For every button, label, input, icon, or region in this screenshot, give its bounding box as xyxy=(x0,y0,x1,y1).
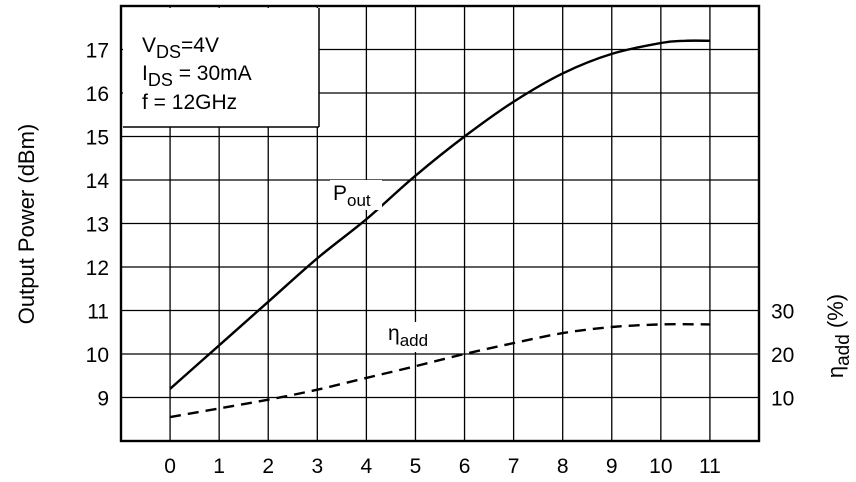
y-tick-label: 10 xyxy=(86,344,109,367)
info-box xyxy=(123,8,319,127)
y-tick-label: 16 xyxy=(86,83,109,106)
x-tick-label: 9 xyxy=(606,455,618,478)
y2-tick-label: 20 xyxy=(771,344,794,367)
pout-label-bg xyxy=(330,180,382,210)
grid xyxy=(121,6,759,441)
y-tick-label: 12 xyxy=(86,257,109,280)
y-tick-label: 11 xyxy=(87,301,109,324)
y-tick-label: 13 xyxy=(86,214,109,237)
y-tick-label: 14 xyxy=(86,170,110,193)
series-line-eta xyxy=(169,323,710,419)
annotation-vds: VDS=4V xyxy=(142,34,219,62)
x-tick-label: 11 xyxy=(699,455,721,478)
y-tick-labels: 9 10 11 12 13 14 15 16 17 xyxy=(86,40,110,411)
series-line-pout xyxy=(169,39,710,390)
x-tick-label: 8 xyxy=(557,455,569,478)
annotation-ids: IDS = 30mA xyxy=(142,62,252,90)
x-tick-label: 4 xyxy=(361,455,373,478)
x-tick-label: 10 xyxy=(649,455,672,478)
x-tick-label: 1 xyxy=(213,455,225,478)
y2-tick-label: 30 xyxy=(771,301,794,324)
x-tick-label: 7 xyxy=(508,455,520,478)
series-label-eta: ηadd xyxy=(388,322,428,350)
x-tick-label: 2 xyxy=(262,455,274,478)
eta-label-bg xyxy=(385,322,443,352)
x-tick-label: 5 xyxy=(410,455,422,478)
y2-axis-label: ηadd (%) xyxy=(823,294,854,378)
annotation-frequency: f = 12GHz xyxy=(142,91,237,114)
y-axis-label: Output Power (dBm) xyxy=(14,124,39,325)
y-tick-label: 17 xyxy=(86,40,109,63)
y-tick-label: 9 xyxy=(97,388,109,411)
x-tick-label: 6 xyxy=(459,455,471,478)
x-tick-label: 0 xyxy=(164,455,176,478)
y2-tick-labels: 10 20 30 xyxy=(771,301,794,411)
y-tick-label: 15 xyxy=(86,127,109,150)
series xyxy=(169,39,710,419)
y2-tick-label: 10 xyxy=(771,388,794,411)
x-tick-labels: 0 1 2 3 4 5 6 7 8 9 10 11 xyxy=(164,455,721,478)
series-label-pout: Pout xyxy=(333,182,371,210)
x-tick-label: 3 xyxy=(311,455,323,478)
plot-frame xyxy=(119,4,761,443)
